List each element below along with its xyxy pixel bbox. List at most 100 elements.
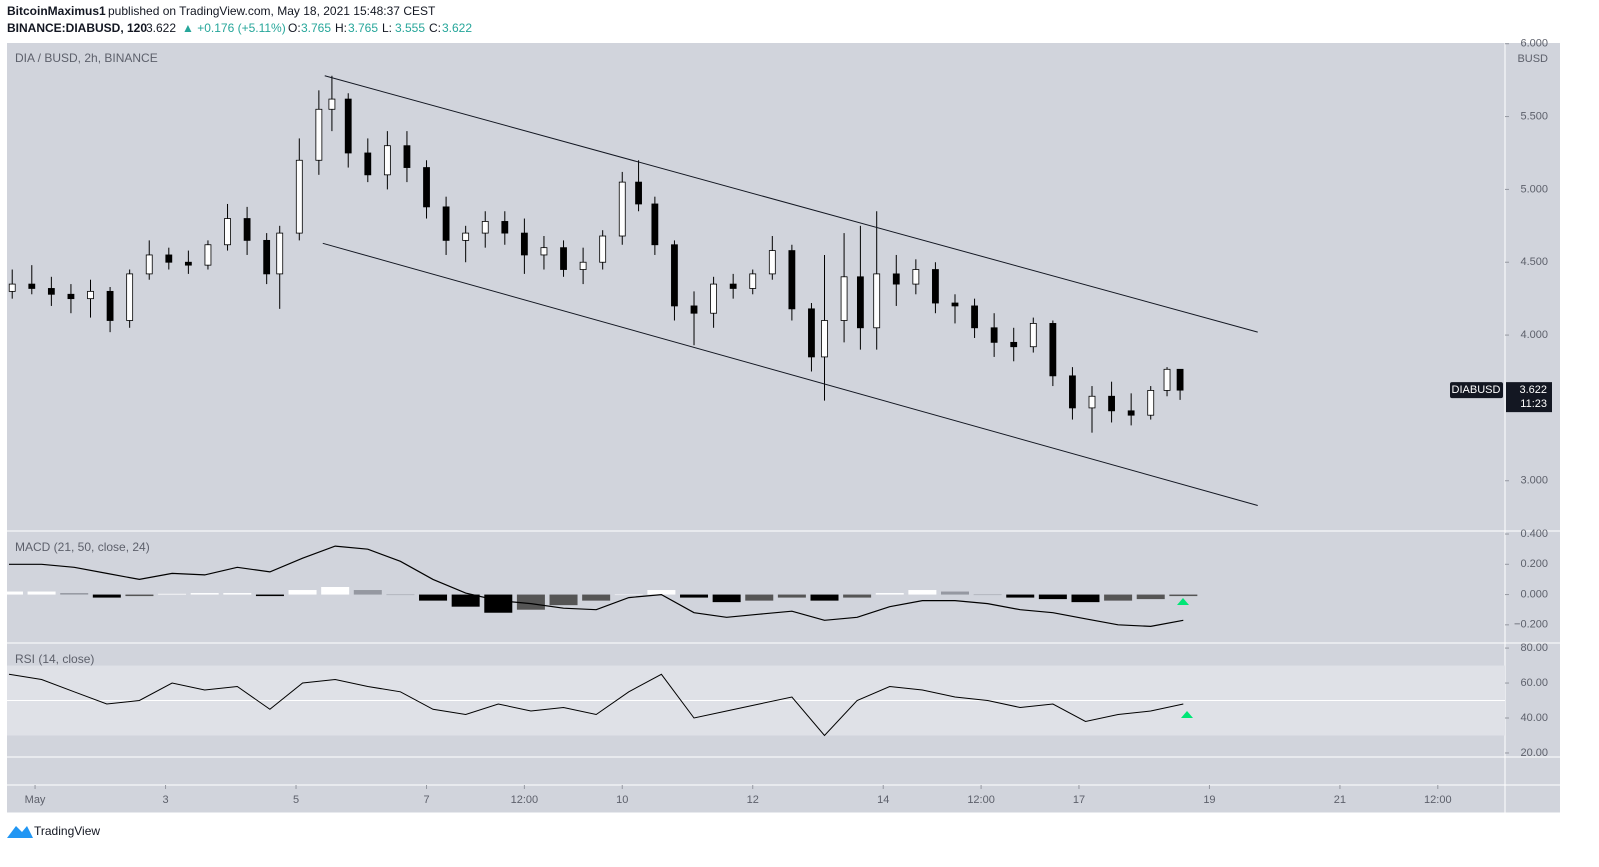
ohlc-value: 3.765: [301, 21, 331, 35]
histogram-bar: [1038, 594, 1067, 600]
candle-body: [729, 283, 737, 289]
candle-body: [990, 327, 998, 343]
y-tick-label: 40.00: [1520, 712, 1548, 724]
candle-body: [204, 244, 212, 266]
y-tick-label: 4.500: [1520, 256, 1548, 268]
last-price: 3.622: [146, 21, 176, 35]
candle-body: [892, 273, 900, 285]
signal-marker: [1181, 711, 1193, 718]
ohlc-label: C:: [429, 21, 441, 35]
candle-body: [28, 283, 36, 289]
histogram-bar: [549, 594, 578, 606]
histogram-bar: [353, 590, 382, 595]
y-tick-label: 0.400: [1520, 528, 1548, 540]
histogram-bar: [1071, 594, 1100, 603]
x-tick-label: 12: [747, 794, 759, 806]
y-tick-label: 3.000: [1520, 475, 1548, 487]
x-tick-label: 19: [1203, 794, 1215, 806]
candle-body: [315, 108, 323, 161]
pane-title: MACD (21, 50, close, 24): [15, 540, 150, 554]
pane-title: RSI (14, close): [15, 652, 94, 666]
published: published on TradingView.com, May 18, 20…: [108, 4, 436, 18]
candle-body: [873, 273, 881, 329]
histogram-bar: [321, 587, 350, 595]
change: ▲ +0.176 (+5.11%): [182, 21, 286, 35]
x-tick-label: 5: [293, 794, 299, 806]
histogram-bar: [843, 594, 872, 598]
y-tick-label: 5.000: [1520, 183, 1548, 195]
candle-body: [47, 288, 55, 295]
histogram-bar: [680, 594, 709, 598]
candle-body: [328, 98, 336, 110]
ohlc-label: L:: [382, 21, 392, 35]
histogram-bar: [745, 594, 774, 601]
ohlc-value: 3.555: [395, 21, 425, 35]
candle-body: [808, 308, 815, 358]
x-tick-label: May: [25, 794, 46, 806]
histogram-bar: [255, 594, 284, 597]
candle-body: [243, 218, 251, 241]
candle-body: [1127, 410, 1135, 416]
ohlc-label: O:: [288, 21, 301, 35]
histogram-bar: [1104, 594, 1133, 601]
y-tick-label: 6.000: [1520, 38, 1548, 50]
author: BitcoinMaximus1: [7, 4, 106, 18]
x-tick-label: 12:00: [967, 794, 995, 806]
candle-body: [383, 145, 391, 176]
candle-body: [635, 181, 642, 205]
footer: TradingView: [7, 824, 100, 838]
y-axis-label: BUSD: [1517, 53, 1548, 65]
candle-body: [618, 181, 626, 237]
y-tick-label: −0.200: [1514, 619, 1548, 631]
candle-body: [856, 276, 864, 329]
ohlc-value: 3.622: [442, 21, 472, 35]
x-tick-label: 12:00: [1424, 794, 1452, 806]
candle-body: [224, 218, 231, 246]
x-tick-label: 14: [877, 794, 889, 806]
candle-body: [276, 232, 284, 275]
histogram-bar: [92, 594, 121, 598]
y-tick-label: 4.000: [1520, 329, 1548, 341]
histogram-bar: [940, 591, 969, 595]
candle-body: [344, 98, 352, 154]
histogram-bar: [1169, 594, 1198, 597]
candle-body: [540, 247, 548, 256]
histogram-bar: [712, 594, 741, 603]
x-tick-label: 7: [423, 794, 429, 806]
candle-body: [295, 159, 303, 234]
histogram-bar: [223, 593, 252, 595]
ohlc: O: 3.765 H: 3.765 L: 3.555 C: 3.622: [288, 21, 472, 35]
histogram-bar: [484, 594, 513, 613]
candle-body: [1088, 395, 1096, 409]
histogram-bar: [125, 594, 154, 597]
price-label-box: [1506, 382, 1552, 413]
candle-body: [184, 261, 192, 266]
candle-body: [671, 244, 678, 307]
candle-body: [560, 247, 567, 270]
candle-body: [1010, 341, 1018, 348]
candle-body: [788, 250, 796, 310]
histogram-bar: [973, 594, 1002, 596]
ohlc-value: 3.765: [348, 21, 378, 35]
histogram-bar: [27, 591, 56, 595]
candle-body: [749, 273, 757, 289]
candle-body: [501, 221, 509, 234]
histogram-bar: [451, 594, 480, 607]
candle-body: [579, 261, 587, 270]
countdown: 11:23: [1520, 398, 1547, 410]
candle-body: [1163, 368, 1171, 391]
x-tick-label: 3: [162, 794, 168, 806]
candle-body: [481, 221, 489, 234]
pane-title: DIA / BUSD, 2h, BINANCE: [15, 51, 158, 65]
x-tick-label: 10: [616, 794, 628, 806]
candle-body: [932, 269, 939, 304]
candle-body: [690, 305, 698, 314]
candle-body: [442, 206, 450, 241]
candle-body: [145, 254, 153, 275]
candle-body: [912, 269, 920, 285]
candle-body: [951, 302, 959, 307]
histogram-bar: [810, 594, 839, 601]
candle-body: [1069, 375, 1076, 409]
histogram-bar: [1136, 594, 1165, 600]
